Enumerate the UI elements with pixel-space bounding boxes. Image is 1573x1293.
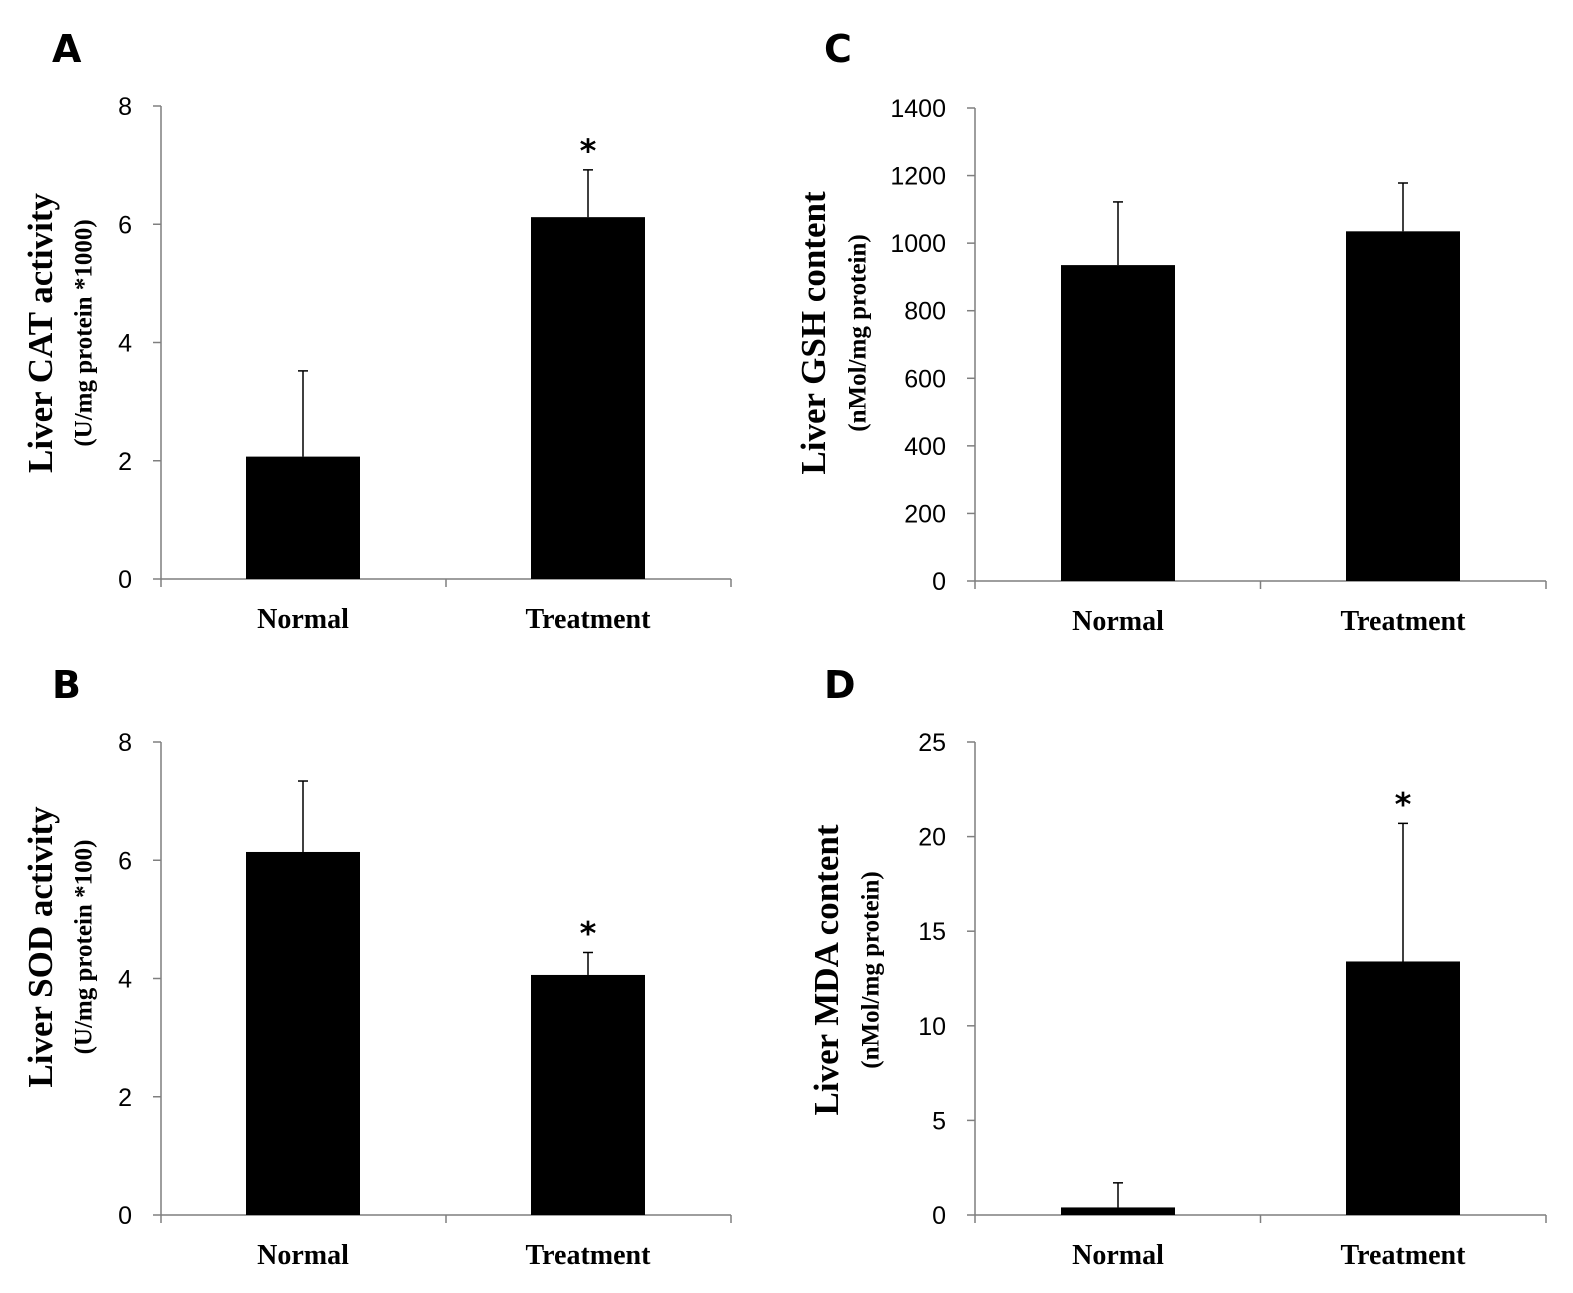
panel-letter-c: C [824, 27, 852, 71]
y-axis-title-a: Liver CAT activity [21, 193, 60, 473]
bar-c-treatment [1346, 231, 1460, 581]
y-tick-label-b-2: 4 [118, 966, 132, 994]
bar-b-normal [246, 851, 360, 1215]
category-label-a-0: Normal [257, 604, 349, 635]
panel-b: B 0 2 4 6 8 Normal * Treatment Liver SOD activity… [21, 663, 732, 1271]
y-tick-label-b-4: 8 [118, 729, 132, 757]
y-axis-subtitle-c: (nMol/mg protein) [845, 234, 872, 431]
y-tick-label-d-4: 20 [918, 824, 946, 852]
y-tick-label-c-2: 400 [904, 433, 946, 461]
bar-a-normal [246, 456, 360, 579]
bar-a-treatment [531, 217, 645, 579]
y-tick-label-d-3: 15 [918, 918, 946, 946]
category-label-b-0: Normal [257, 1240, 349, 1271]
panel-letter-b: B [52, 663, 81, 707]
y-tick-label-a-2: 4 [118, 330, 132, 358]
y-tick-label-b-0: 0 [118, 1202, 132, 1230]
significance-marker-b-1: * [580, 914, 597, 952]
y-tick-label-c-1: 200 [904, 500, 946, 528]
significance-marker-d-1: * [1395, 785, 1412, 823]
panel-c: C 0 200 400 600 800 1000 1200 1400 Normal Treatmen… [794, 27, 1547, 637]
bar-d-normal [1061, 1207, 1175, 1215]
y-tick-label-b-1: 2 [118, 1084, 132, 1112]
y-axis-title-c: Liver GSH content [794, 191, 833, 475]
y-axis-subtitle-b: (U/mg protein *100) [71, 840, 98, 1055]
y-axis-subtitle-a: (U/mg protein *1000) [71, 219, 98, 446]
y-tick-label-c-5: 1000 [890, 230, 946, 258]
y-tick-label-c-6: 1200 [890, 163, 946, 191]
y-tick-label-a-1: 2 [118, 448, 132, 476]
y-tick-label-c-7: 1400 [890, 95, 946, 123]
y-tick-label-a-3: 6 [118, 211, 132, 239]
y-tick-label-c-4: 800 [904, 298, 946, 326]
y-tick-label-c-0: 0 [932, 568, 946, 596]
bar-c-normal [1061, 265, 1175, 581]
category-label-d-0: Normal [1072, 1240, 1164, 1271]
y-tick-label-d-1: 5 [932, 1107, 946, 1135]
y-tick-label-d-5: 25 [918, 729, 946, 757]
y-tick-label-b-3: 6 [118, 847, 132, 875]
category-label-c-0: Normal [1072, 606, 1164, 637]
y-axis-subtitle-d: (nMol/mg protein) [858, 871, 885, 1068]
panel-d: D 0 5 10 15 20 25 Normal * Treatment Liver MDA con… [807, 663, 1547, 1271]
category-label-b-1: Treatment [526, 1240, 652, 1271]
panel-a: A 0 2 4 6 8 Normal * Treatment Liver CAT activity… [21, 27, 732, 635]
panel-letter-d: D [824, 663, 856, 707]
y-tick-label-d-2: 10 [918, 1013, 946, 1041]
bar-d-treatment [1346, 961, 1460, 1215]
category-label-a-1: Treatment [526, 604, 652, 635]
y-axis-title-d: Liver MDA content [807, 824, 846, 1115]
category-label-d-1: Treatment [1341, 1240, 1467, 1271]
y-tick-label-a-0: 0 [118, 566, 132, 594]
category-label-c-1: Treatment [1341, 606, 1467, 637]
significance-marker-a-1: * [580, 132, 597, 170]
y-tick-label-d-0: 0 [932, 1202, 946, 1230]
y-tick-label-c-3: 600 [904, 365, 946, 393]
bar-b-treatment [531, 974, 645, 1215]
y-axis-title-b: Liver SOD activity [21, 806, 60, 1088]
panel-letter-a: A [52, 27, 82, 71]
y-tick-label-a-4: 8 [118, 93, 132, 121]
